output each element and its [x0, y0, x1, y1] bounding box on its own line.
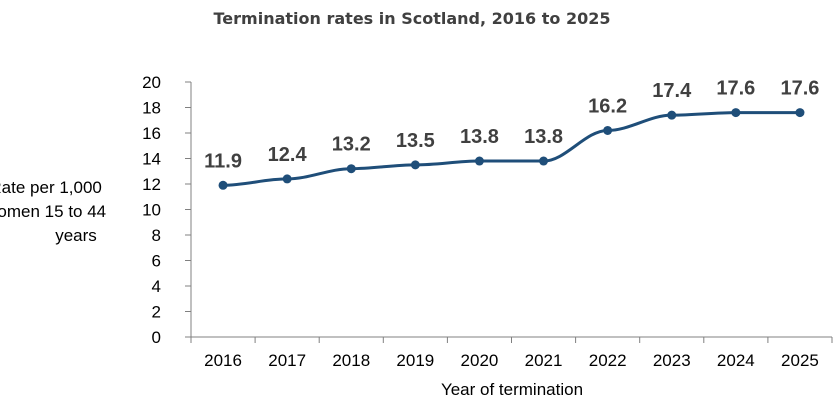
y-axis-title: Rate per 1,000 women 15 to 44 years: [0, 178, 111, 245]
x-tick-label: 2021: [525, 351, 563, 370]
data-label: 13.5: [396, 130, 435, 152]
series: [218, 108, 805, 190]
y-tick-label: 10: [142, 201, 161, 220]
data-label: 13.2: [332, 134, 371, 156]
data-labels: 11.9 12.4 13.2 13.5 13.8 13.8 16.2 17.4 17.6 17.6: [204, 78, 819, 173]
data-label: 17.6: [780, 78, 819, 100]
x-tick-label: 2023: [653, 351, 691, 370]
y-tick-label: 2: [152, 303, 161, 322]
y-axis-title-line-3: years: [55, 226, 97, 245]
x-axis-title: Year of termination: [441, 380, 583, 399]
data-point: [474, 156, 484, 166]
x-tick-label: 2024: [717, 351, 755, 370]
data-point: [346, 164, 356, 174]
y-tick-label: 4: [152, 277, 161, 296]
y-axis: 0 2 4 6 8 10 12 14 16 18 20: [142, 73, 192, 347]
x-tick-label: 2017: [268, 351, 306, 370]
data-point: [603, 125, 613, 135]
data-label: 17.6: [716, 78, 755, 100]
y-tick-label: 18: [142, 99, 161, 118]
y-axis-title-line-1: Rate per 1,000: [0, 178, 102, 197]
x-tick-label: 2025: [781, 351, 819, 370]
x-tick-label: 2016: [204, 351, 242, 370]
data-point: [410, 160, 420, 170]
y-tick-label: 20: [142, 73, 161, 92]
x-tick-label: 2018: [332, 351, 370, 370]
x-axis: 2016 2017 2018 2019 2020 2021 2022 2023 2024 2025: [190, 336, 833, 370]
data-point: [795, 108, 805, 118]
data-label: 17.4: [652, 80, 692, 102]
data-label: 12.4: [268, 144, 308, 166]
data-label: 13.8: [524, 126, 563, 148]
y-tick-label: 6: [152, 252, 161, 271]
y-tick-label: 8: [152, 226, 161, 245]
y-tick-label: 16: [142, 124, 161, 143]
data-point: [667, 110, 677, 120]
x-tick-label: 2022: [589, 351, 627, 370]
data-label: 13.8: [460, 126, 499, 148]
data-label: 16.2: [588, 95, 627, 117]
data-point: [539, 156, 549, 166]
y-tick-label: 0: [152, 328, 161, 347]
y-tick-label: 12: [142, 175, 161, 194]
x-tick-label: 2020: [461, 351, 499, 370]
series-line: [221, 111, 802, 187]
data-point: [731, 108, 741, 118]
y-tick-label: 14: [142, 150, 161, 169]
data-point: [218, 180, 228, 190]
data-label: 11.9: [204, 150, 242, 172]
chart-title: Termination rates in Scotland, 2016 to 2…: [214, 9, 611, 28]
y-axis-title-line-2: women 15 to 44: [0, 202, 106, 221]
data-point: [282, 174, 292, 184]
x-tick-label: 2019: [396, 351, 434, 370]
